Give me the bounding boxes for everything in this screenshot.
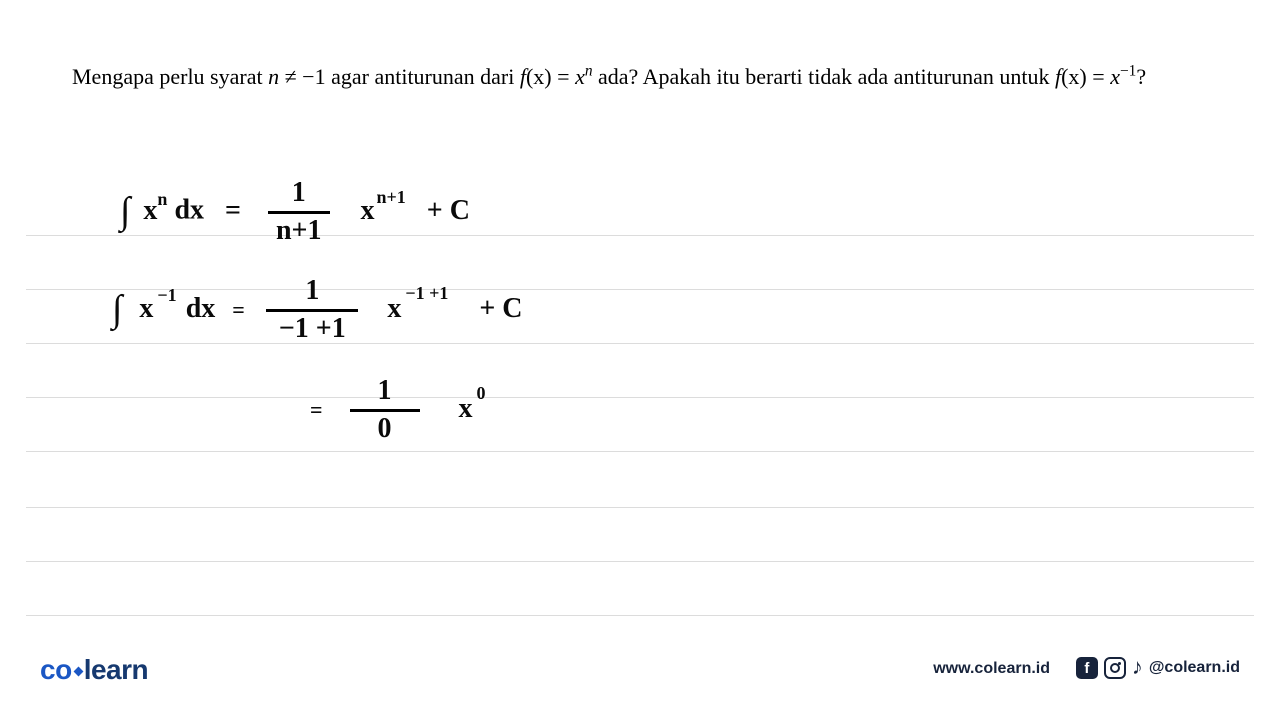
hand-frac-bar [266, 309, 358, 312]
q-f1-arg: (x) [526, 64, 552, 89]
hand-line-1: ∫ xn dx = 1 n+1 xn+1 + C [120, 178, 470, 247]
q-mid1: agar antiturunan dari [326, 64, 520, 89]
hand-base: x [143, 195, 157, 226]
q-f2-rhs-base: x [1110, 64, 1120, 89]
tiktok-icon: ♪ [1132, 656, 1143, 680]
q-mid2: ada? Apakah itu berarti tidak ada antitu… [593, 64, 1055, 89]
instagram-icon [1104, 657, 1126, 679]
logo-learn: learn [84, 654, 148, 685]
facebook-icon: f [1076, 657, 1098, 679]
hand-eq: = [310, 397, 323, 422]
hand-frac-bar [350, 409, 420, 412]
hand-exp: −1 [157, 285, 176, 305]
rule-line [26, 344, 1254, 398]
hand-base: x [139, 293, 153, 324]
hand-term-base: x [361, 195, 375, 226]
integral-sign: ∫ [112, 288, 122, 330]
hand-exp: n [157, 189, 167, 209]
q-eq1: = [552, 64, 575, 89]
hand-line-3: = 1 0 x 0 [310, 376, 482, 445]
hand-term-exp: n+1 [377, 187, 406, 207]
hand-frac: 1 n+1 [268, 178, 330, 247]
hand-frac-den: n+1 [268, 216, 330, 247]
footer: colearn www.colearn.id f ♪ @colearn.id [0, 654, 1280, 690]
footer-url: www.colearn.id [933, 660, 1050, 678]
q-cond-op: ≠ [279, 64, 302, 89]
hand-frac-bar [268, 211, 330, 214]
hand-frac-num: 1 [297, 276, 327, 307]
rule-line [26, 508, 1254, 562]
hand-eq: = [225, 195, 248, 226]
hand-dx: dx [186, 293, 216, 324]
hand-frac: 1 −1 +1 [266, 276, 358, 345]
rule-line [26, 452, 1254, 508]
hand-frac: 1 0 [350, 376, 420, 445]
logo-dot-icon [73, 667, 83, 677]
hand-frac-den: −1 +1 [271, 314, 354, 345]
q-cond-lhs: n [268, 64, 279, 89]
q-pre: Mengapa perlu syarat [72, 64, 268, 89]
hand-eq: = [232, 297, 250, 322]
logo-co: co [40, 654, 72, 685]
rule-line [26, 398, 1254, 452]
rule-line [26, 562, 1254, 616]
hand-dx: dx [174, 195, 204, 226]
hand-plus-c: + C [479, 293, 522, 324]
logo: colearn [40, 654, 148, 686]
q-f1-rhs-exp: n [585, 63, 593, 80]
footer-handle: @colearn.id [1149, 659, 1240, 677]
social-group: f ♪ @colearn.id [1076, 656, 1240, 680]
hand-term-exp: 0 [477, 383, 486, 403]
hand-term-base: x [459, 393, 473, 424]
hand-term-exp: −1 +1 [405, 283, 448, 303]
hand-frac-den: 0 [370, 414, 400, 445]
q-f2-rhs-exp: −1 [1120, 63, 1136, 80]
q-f2-arg: (x) [1061, 64, 1087, 89]
q-eq2: = [1087, 64, 1110, 89]
q-end: ? [1136, 64, 1146, 89]
hand-frac-num: 1 [370, 376, 400, 407]
hand-term-base: x [387, 293, 401, 324]
hand-plus-c: + C [427, 195, 470, 226]
question-text: Mengapa perlu syarat n ≠ −1 agar antitur… [72, 56, 1208, 98]
hand-frac-num: 1 [284, 178, 314, 209]
q-cond-rhs: −1 [302, 64, 325, 89]
hand-line-2: ∫ x−1 dx = 1 −1 +1 x−1 +1 + C [112, 276, 523, 345]
integral-sign: ∫ [120, 190, 130, 232]
q-f1-rhs-base: x [575, 64, 585, 89]
